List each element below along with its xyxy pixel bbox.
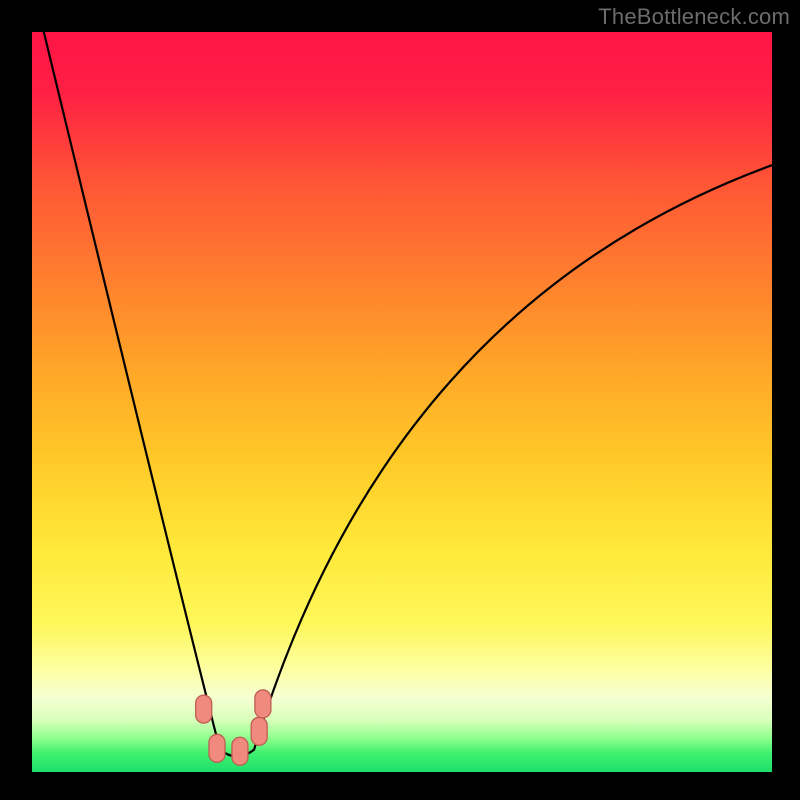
data-marker	[251, 717, 267, 745]
chart-container: TheBottleneck.com	[0, 0, 800, 800]
watermark-text: TheBottleneck.com	[598, 4, 790, 30]
data-marker	[196, 695, 212, 723]
bottleneck-curve-chart	[0, 0, 800, 800]
data-marker	[232, 737, 248, 765]
data-marker	[209, 734, 225, 762]
plot-background-gradient	[32, 32, 772, 772]
data-marker	[255, 690, 271, 718]
